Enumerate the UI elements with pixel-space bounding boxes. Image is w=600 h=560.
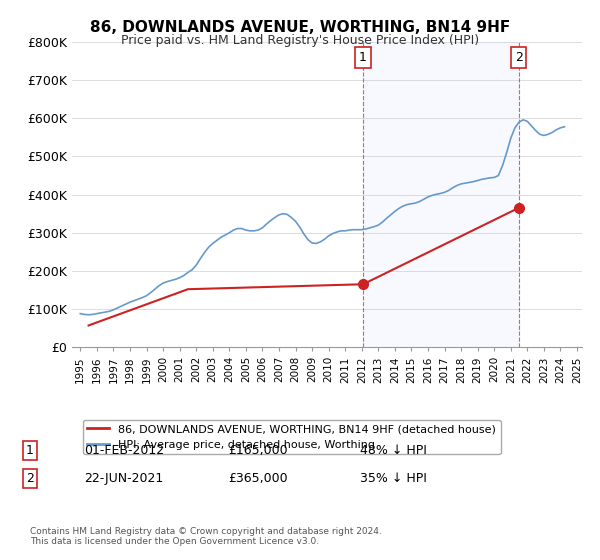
Text: 35% ↓ HPI: 35% ↓ HPI [360,472,427,486]
Text: 86, DOWNLANDS AVENUE, WORTHING, BN14 9HF: 86, DOWNLANDS AVENUE, WORTHING, BN14 9HF [90,20,510,35]
Text: £165,000: £165,000 [228,444,287,458]
Text: Contains HM Land Registry data © Crown copyright and database right 2024.
This d: Contains HM Land Registry data © Crown c… [30,526,382,546]
Legend: 86, DOWNLANDS AVENUE, WORTHING, BN14 9HF (detached house), HPI: Average price, d: 86, DOWNLANDS AVENUE, WORTHING, BN14 9HF… [83,420,500,454]
Text: 01-FEB-2012: 01-FEB-2012 [84,444,164,458]
Text: 1: 1 [359,51,367,64]
Text: Price paid vs. HM Land Registry's House Price Index (HPI): Price paid vs. HM Land Registry's House … [121,34,479,46]
Text: 2: 2 [26,472,34,486]
Text: 22-JUN-2021: 22-JUN-2021 [84,472,163,486]
Text: 48% ↓ HPI: 48% ↓ HPI [360,444,427,458]
Text: 1: 1 [26,444,34,458]
Text: 2: 2 [515,51,523,64]
Bar [363,42,518,347]
Text: £365,000: £365,000 [228,472,287,486]
